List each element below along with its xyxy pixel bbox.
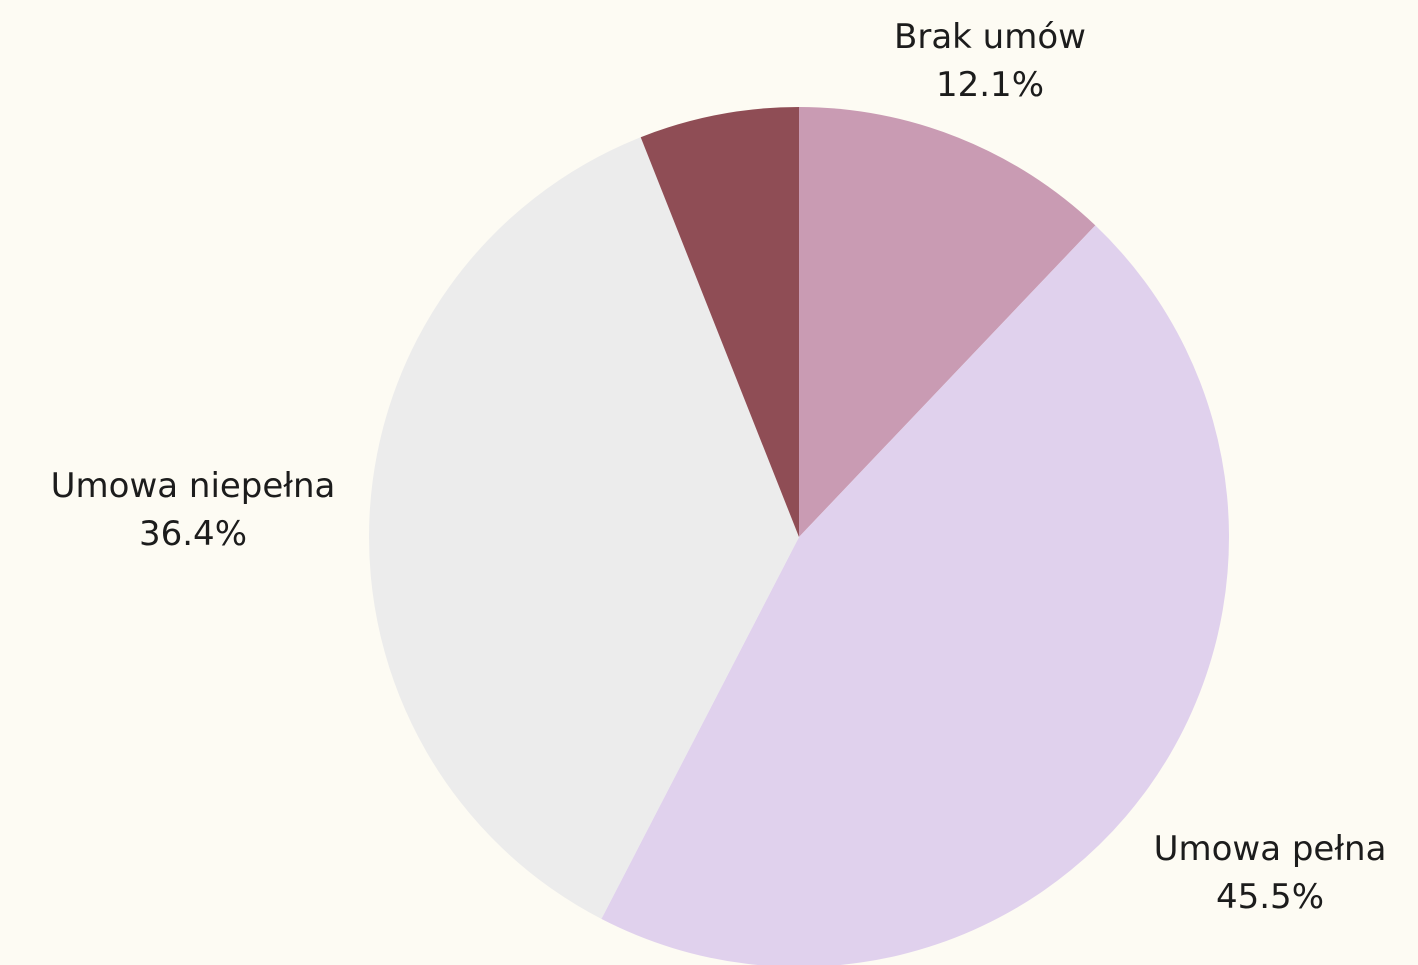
- slice-label-2: Umowa pełna: [1154, 829, 1387, 869]
- slice-value-label-1: 12.1%: [936, 65, 1044, 105]
- slice-label-1: Brak umów: [894, 17, 1086, 57]
- slice-value-label-2: 45.5%: [1216, 877, 1324, 917]
- pie-slices: [368, 107, 1229, 965]
- pie-slice-3: [368, 137, 799, 919]
- pie-slice-1: [799, 107, 1096, 537]
- pie-labels: Brak umów 12.1% Umowa pełna 45.5% Umowa niep…: [51, 17, 1387, 917]
- slice-value-label-3: 36.4%: [139, 514, 247, 554]
- pie-slice-2: [601, 225, 1229, 965]
- slice-label-3: Umowa niepełna: [51, 466, 336, 506]
- pie-slice-4: [640, 107, 799, 537]
